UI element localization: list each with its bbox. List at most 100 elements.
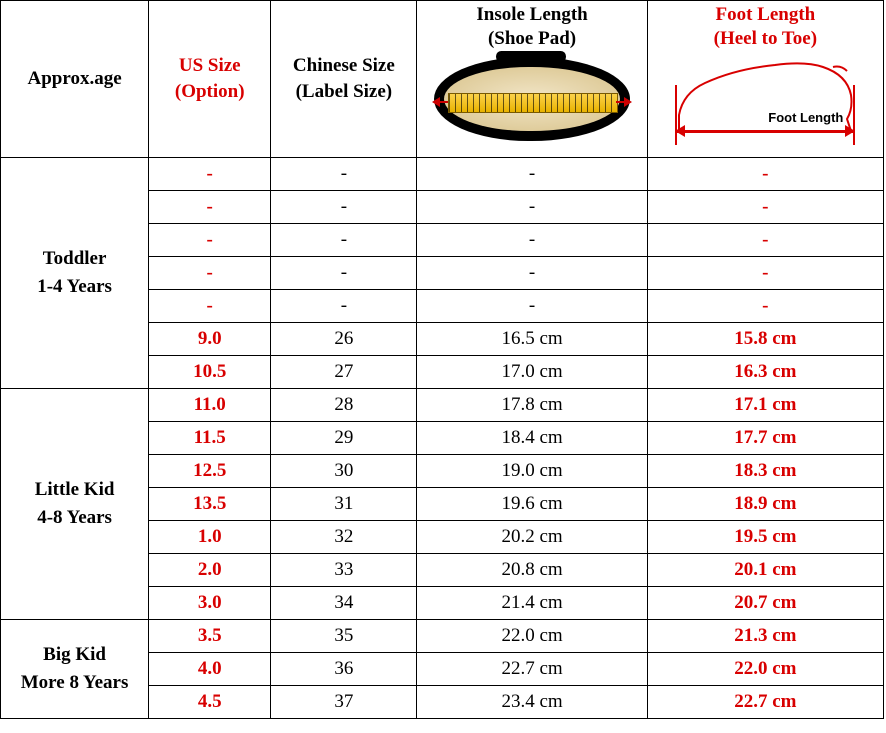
header-foot-line1: Foot Length <box>715 4 815 25</box>
foot-length-cell: - <box>647 224 883 257</box>
foot-length-cell: 22.7 cm <box>647 686 883 719</box>
chinese-size-cell: 32 <box>271 521 417 554</box>
foot-illustration: Foot Length <box>665 53 865 147</box>
foot-length-cell: - <box>647 191 883 224</box>
header-cn-line1: Chinese Size <box>293 55 395 76</box>
header-us-size: US Size (Option) <box>149 1 271 158</box>
us-size-cell: - <box>149 290 271 323</box>
insole-length-cell: 17.0 cm <box>417 356 647 389</box>
foot-length-cell: - <box>647 257 883 290</box>
insole-length-cell: - <box>417 158 647 191</box>
age-group-line1: Big Kid <box>43 644 106 665</box>
us-size-cell: - <box>149 191 271 224</box>
us-size-cell: 1.0 <box>149 521 271 554</box>
us-size-cell: 11.0 <box>149 389 271 422</box>
header-row: Approx.age US Size (Option) Chinese Size… <box>1 1 884 158</box>
insole-length-cell: - <box>417 257 647 290</box>
header-foot-line2: (Heel to Toe) <box>714 28 817 49</box>
foot-length-cell: 17.7 cm <box>647 422 883 455</box>
header-age-label: Approx.age <box>28 68 122 89</box>
header-insole-line2: (Shoe Pad) <box>488 28 576 49</box>
age-group-cell: Big Kid More 8 Years <box>1 620 149 719</box>
age-group-cell: Little Kid 4-8 Years <box>1 389 149 620</box>
insole-length-cell: 22.7 cm <box>417 653 647 686</box>
insole-length-cell: 16.5 cm <box>417 323 647 356</box>
foot-length-cell: 18.3 cm <box>647 455 883 488</box>
chinese-size-cell: 29 <box>271 422 417 455</box>
foot-length-cell: - <box>647 290 883 323</box>
age-group-line2: More 8 Years <box>21 672 129 693</box>
header-chinese-size: Chinese Size (Label Size) <box>271 1 417 158</box>
chinese-size-cell: 35 <box>271 620 417 653</box>
chinese-size-cell: - <box>271 191 417 224</box>
foot-length-cell: 21.3 cm <box>647 620 883 653</box>
chinese-size-cell: 26 <box>271 323 417 356</box>
header-age: Approx.age <box>1 1 149 158</box>
table-row: Little Kid4-8 Years11.02817.8 cm17.1 cm <box>1 389 884 422</box>
insole-length-cell: - <box>417 191 647 224</box>
age-group-cell: Toddler 1-4 Years <box>1 158 149 389</box>
insole-length-cell: 20.2 cm <box>417 521 647 554</box>
us-size-cell: - <box>149 224 271 257</box>
header-insole-length: Insole Length (Shoe Pad) <box>417 1 647 158</box>
us-size-cell: - <box>149 257 271 290</box>
age-group-line2: 4-8 Years <box>37 507 112 528</box>
chinese-size-cell: 31 <box>271 488 417 521</box>
table-row: Toddler1-4 Years---- <box>1 158 884 191</box>
insole-length-cell: - <box>417 224 647 257</box>
age-group-line1: Little Kid <box>35 479 115 500</box>
foot-length-cell: 19.5 cm <box>647 521 883 554</box>
header-us-line2: (Option) <box>175 81 245 102</box>
insole-length-cell: 17.8 cm <box>417 389 647 422</box>
us-size-cell: - <box>149 158 271 191</box>
chinese-size-cell: - <box>271 290 417 323</box>
chinese-size-cell: 33 <box>271 554 417 587</box>
insole-length-cell: 19.0 cm <box>417 455 647 488</box>
foot-length-cell: 20.7 cm <box>647 587 883 620</box>
size-chart-table: Approx.age US Size (Option) Chinese Size… <box>0 0 884 719</box>
header-foot-length: Foot Length (Heel to Toe) Foot Length <box>647 1 883 158</box>
us-size-cell: 10.5 <box>149 356 271 389</box>
age-group-line2: 1-4 Years <box>37 276 112 297</box>
foot-length-cell: 15.8 cm <box>647 323 883 356</box>
foot-length-cell: 18.9 cm <box>647 488 883 521</box>
insole-length-cell: 21.4 cm <box>417 587 647 620</box>
chinese-size-cell: - <box>271 257 417 290</box>
us-size-cell: 2.0 <box>149 554 271 587</box>
insole-length-cell: 20.8 cm <box>417 554 647 587</box>
table-row: Big KidMore 8 Years3.53522.0 cm21.3 cm <box>1 620 884 653</box>
insole-illustration <box>434 57 630 141</box>
chinese-size-cell: - <box>271 158 417 191</box>
age-group-line1: Toddler <box>43 248 107 269</box>
foot-length-cell: 22.0 cm <box>647 653 883 686</box>
us-size-cell: 3.5 <box>149 620 271 653</box>
foot-length-cell: 17.1 cm <box>647 389 883 422</box>
header-cn-line2: (Label Size) <box>296 81 393 102</box>
chinese-size-cell: - <box>271 224 417 257</box>
insole-length-cell: 19.6 cm <box>417 488 647 521</box>
chinese-size-cell: 27 <box>271 356 417 389</box>
us-size-cell: 11.5 <box>149 422 271 455</box>
foot-length-img-label: Foot Length <box>768 110 843 125</box>
insole-length-cell: 18.4 cm <box>417 422 647 455</box>
us-size-cell: 12.5 <box>149 455 271 488</box>
insole-length-cell: - <box>417 290 647 323</box>
size-chart-body: Toddler1-4 Years--------------------9.02… <box>1 158 884 719</box>
chinese-size-cell: 37 <box>271 686 417 719</box>
foot-length-cell: - <box>647 158 883 191</box>
insole-length-cell: 23.4 cm <box>417 686 647 719</box>
us-size-cell: 13.5 <box>149 488 271 521</box>
chinese-size-cell: 28 <box>271 389 417 422</box>
us-size-cell: 3.0 <box>149 587 271 620</box>
chinese-size-cell: 34 <box>271 587 417 620</box>
chinese-size-cell: 30 <box>271 455 417 488</box>
insole-length-cell: 22.0 cm <box>417 620 647 653</box>
header-us-line1: US Size <box>179 55 241 76</box>
us-size-cell: 9.0 <box>149 323 271 356</box>
foot-length-cell: 20.1 cm <box>647 554 883 587</box>
chinese-size-cell: 36 <box>271 653 417 686</box>
us-size-cell: 4.5 <box>149 686 271 719</box>
foot-length-cell: 16.3 cm <box>647 356 883 389</box>
us-size-cell: 4.0 <box>149 653 271 686</box>
header-insole-line1: Insole Length <box>476 4 587 25</box>
